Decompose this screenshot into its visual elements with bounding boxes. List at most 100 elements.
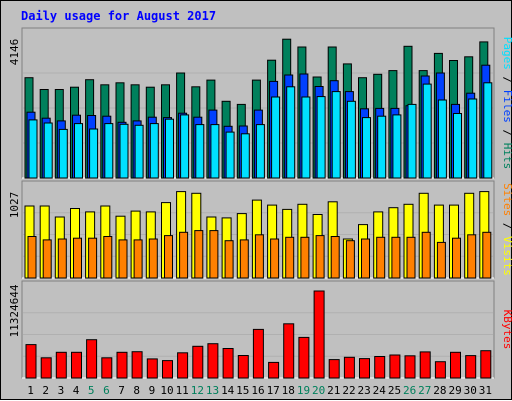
pages-bar <box>210 124 220 179</box>
kbytes-bar <box>222 348 234 379</box>
kbytes-bar <box>101 357 113 379</box>
sites-bar <box>285 236 295 279</box>
kbytes-bar <box>298 336 310 379</box>
legend-kbytes: KBytes <box>501 310 512 350</box>
sites-bar <box>224 240 234 279</box>
pages-bar <box>377 115 387 179</box>
pages-bar <box>74 123 83 179</box>
sites-bar <box>406 236 416 279</box>
sites-bar <box>164 235 173 279</box>
pages-bar <box>255 124 265 179</box>
x-tick-label: 3 <box>58 384 65 397</box>
sites-bar <box>73 237 82 279</box>
pages-bar <box>483 82 493 179</box>
pages-bar <box>58 128 68 179</box>
x-tick-label: 10 <box>160 384 173 397</box>
x-tick-label: 5 <box>88 384 95 397</box>
x-tick-label: 22 <box>342 384 355 397</box>
x-tick-label: 17 <box>267 384 280 397</box>
y-axis-legend: Pages / Files / Hits <box>501 37 512 170</box>
kbytes-bar <box>40 357 52 379</box>
pages-bar <box>271 96 281 179</box>
y-axis-legend: KBytes <box>501 310 512 350</box>
sites-bar <box>421 231 431 279</box>
x-tick-label: 2 <box>42 384 49 397</box>
sites-bar <box>133 239 143 279</box>
pages-bar <box>28 119 38 179</box>
legend-pages: Pages <box>501 37 512 70</box>
sites-bar <box>452 237 461 279</box>
sites-bar <box>209 230 219 279</box>
pages-bar <box>407 103 417 179</box>
x-tick-label: 31 <box>479 384 492 397</box>
sites-bar <box>391 236 401 279</box>
pages-bar <box>180 114 190 179</box>
kbytes-bar <box>343 356 355 379</box>
legend-separator: / <box>501 123 512 143</box>
kbytes-bar <box>116 351 128 379</box>
sites-bar <box>118 239 128 279</box>
kbytes-bar <box>465 355 477 379</box>
sites-bar <box>179 231 189 279</box>
sites-bar <box>270 238 280 279</box>
x-tick-label: 27 <box>418 384 431 397</box>
x-tick-label: 30 <box>464 384 477 397</box>
kbytes-bar <box>434 361 446 379</box>
sites-bar <box>194 230 204 279</box>
x-tick-label: 11 <box>176 384 189 397</box>
kbytes-bar <box>313 290 325 379</box>
y-axis-max-label: 11324644 <box>8 284 21 337</box>
x-tick-label: 20 <box>312 384 325 397</box>
kbytes-bar <box>177 352 189 379</box>
x-tick-label: 28 <box>433 384 446 397</box>
sites-bar <box>239 239 249 279</box>
x-tick-label: 14 <box>221 384 235 397</box>
x-tick-label: 6 <box>103 384 110 397</box>
x-tick-label: 29 <box>448 384 461 397</box>
legend-separator: / <box>501 70 512 90</box>
x-tick-label: 1 <box>27 384 34 397</box>
sites-bar <box>88 237 98 279</box>
x-tick-label: 26 <box>403 384 416 397</box>
pages-bar <box>346 100 356 179</box>
pages-bar <box>240 133 250 179</box>
sites-bar <box>467 234 477 279</box>
sites-bar <box>376 236 386 279</box>
x-tick-label: 8 <box>133 384 140 397</box>
kbytes-bar <box>268 361 280 379</box>
pages-bar <box>89 128 99 179</box>
pages-bar <box>362 117 371 179</box>
kbytes-bar <box>374 356 386 379</box>
x-tick-label: 15 <box>236 384 249 397</box>
pages-bar <box>437 99 447 179</box>
sites-bar <box>482 231 492 279</box>
kbytes-bar <box>55 351 67 379</box>
chart-title: Daily usage for August 2017 <box>21 9 216 23</box>
kbytes-bar <box>404 355 416 379</box>
kbytes-bar <box>252 328 264 379</box>
x-tick-label: 12 <box>191 384 204 397</box>
kbytes-bar <box>25 344 37 379</box>
pages-bar <box>392 114 402 179</box>
legend-separator: / <box>501 216 512 236</box>
x-tick-label: 18 <box>282 384 295 397</box>
sites-bar <box>103 236 113 279</box>
kbytes-bar <box>419 351 431 379</box>
x-tick-label: 24 <box>373 384 387 397</box>
y-axis-legend: Sites / Visits <box>501 183 512 276</box>
legend-hits: Hits <box>501 143 512 170</box>
x-tick-label: 9 <box>149 384 156 397</box>
y-axis-max-label: 1027 <box>8 192 21 219</box>
kbytes-bar <box>192 345 204 379</box>
kbytes-bar <box>328 359 340 379</box>
pages-bar <box>316 96 326 179</box>
kbytes-bar <box>480 350 492 379</box>
pages-bar <box>331 91 341 179</box>
pages-bar <box>149 123 159 179</box>
sites-bar <box>300 236 310 279</box>
legend-sites: Sites <box>501 183 512 216</box>
legend-visits: Visits <box>501 236 512 276</box>
x-tick-label: 19 <box>297 384 310 397</box>
